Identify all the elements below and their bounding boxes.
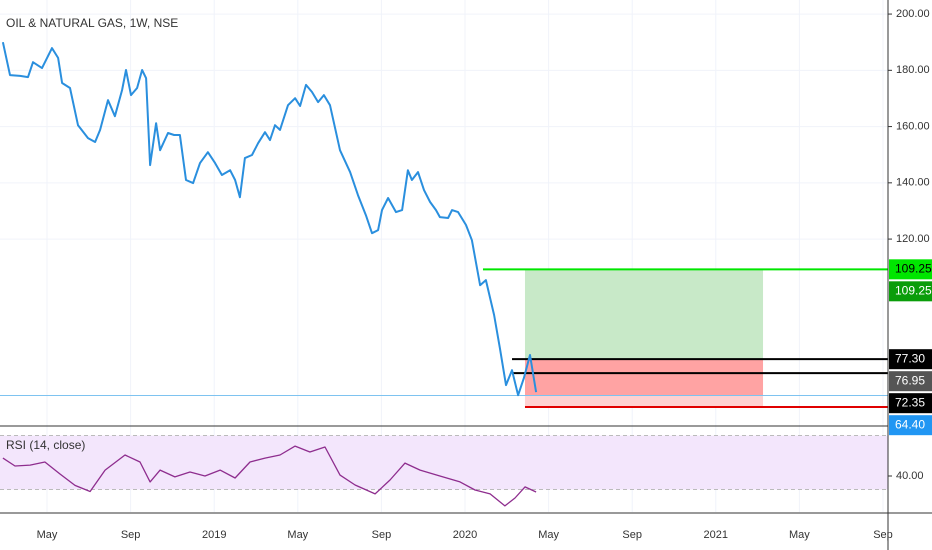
x-tick-label: May — [37, 529, 58, 541]
price-label: 64.40 — [895, 417, 925, 431]
price-label-box — [889, 349, 932, 370]
price-label: 72.35 — [895, 395, 925, 409]
rsi-tick-label: 40.00 — [896, 470, 924, 482]
x-tick-label: Sep — [121, 529, 141, 541]
rsi-title: RSI (14, close) — [6, 438, 85, 452]
price-label-box — [889, 281, 932, 302]
plot — [0, 41, 888, 507]
price-label: 109.25 — [895, 261, 932, 275]
x-tick-label: Sep — [622, 529, 642, 541]
price-label-box — [889, 259, 932, 280]
y-tick-label: 160.00 — [896, 120, 930, 132]
grid — [0, 0, 888, 512]
x-tick-label: Sep — [873, 529, 893, 541]
stop-zone — [524, 359, 764, 396]
x-tick-label: 2021 — [704, 529, 728, 541]
price-label-box — [889, 415, 932, 436]
y-tick-label: 180.00 — [896, 64, 930, 76]
x-tick-label: Sep — [372, 529, 392, 541]
price-label: 109.25 — [895, 283, 932, 297]
x-tick-label: May — [287, 529, 308, 541]
rsi-band — [0, 435, 888, 490]
price-label: 76.95 — [895, 373, 925, 387]
x-tick-label: 2020 — [453, 529, 477, 541]
target-zone — [524, 269, 764, 360]
x-tick-label: May — [789, 529, 810, 541]
stop-zone-light — [524, 395, 764, 407]
x-tick-label: May — [538, 529, 559, 541]
x-tick-label: 2019 — [202, 529, 226, 541]
y-tick-label: 140.00 — [896, 177, 930, 189]
rsi-line — [2, 445, 537, 507]
price-label: 77.30 — [895, 351, 925, 365]
price-line — [1, 41, 538, 397]
y-tick-label: 120.00 — [896, 233, 930, 245]
y-tick-label: 200.00 — [896, 8, 930, 20]
price-label-box — [889, 371, 932, 392]
price-label-box — [889, 393, 932, 414]
chart-title: OIL & NATURAL GAS, 1W, NSE — [6, 16, 178, 30]
